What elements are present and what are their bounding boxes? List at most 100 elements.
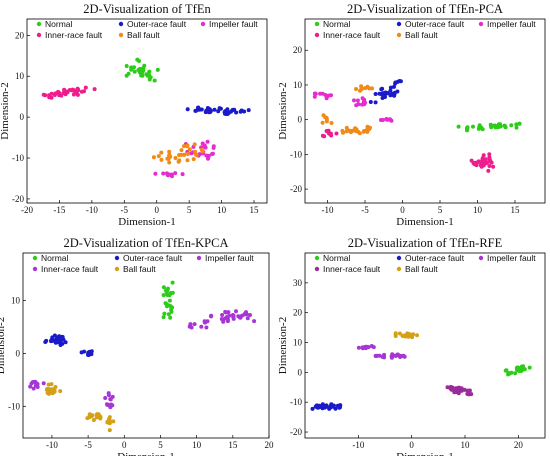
data-point bbox=[220, 313, 225, 317]
data-point bbox=[49, 95, 54, 100]
x-tick-label: 5 bbox=[438, 205, 443, 215]
data-point bbox=[49, 382, 54, 387]
data-point bbox=[188, 322, 193, 327]
data-point bbox=[347, 128, 352, 133]
data-point bbox=[456, 124, 461, 129]
data-point bbox=[165, 303, 169, 307]
legend-marker bbox=[396, 266, 402, 272]
legend-label: Impeller fault bbox=[487, 19, 536, 29]
data-point bbox=[86, 350, 91, 355]
data-point bbox=[199, 324, 204, 329]
plot-frame bbox=[22, 252, 270, 439]
data-point bbox=[245, 316, 250, 321]
legend-marker bbox=[114, 255, 120, 261]
x-tick-label: -10 bbox=[86, 205, 98, 215]
data-point bbox=[44, 338, 49, 343]
data-point bbox=[224, 315, 229, 320]
data-point bbox=[388, 117, 392, 122]
data-point bbox=[52, 388, 57, 393]
data-point bbox=[354, 127, 359, 132]
data-point bbox=[166, 172, 171, 177]
data-point bbox=[234, 309, 238, 314]
data-point bbox=[58, 389, 63, 394]
data-point bbox=[357, 131, 362, 136]
data-point bbox=[124, 73, 129, 78]
data-point bbox=[159, 150, 164, 155]
data-point bbox=[388, 85, 393, 90]
x-tick-label: 5 bbox=[187, 205, 192, 215]
data-point bbox=[31, 386, 36, 391]
data-point bbox=[477, 126, 482, 131]
legend-label: Ball fault bbox=[127, 30, 160, 40]
data-point bbox=[212, 107, 217, 112]
data-point bbox=[385, 91, 390, 95]
y-axis-label: Dimension-2 bbox=[277, 317, 289, 374]
x-tick-label: 5 bbox=[158, 440, 163, 450]
chart-title: 2D-Visualization of TfEn bbox=[83, 2, 211, 16]
data-point bbox=[393, 331, 398, 336]
data-point bbox=[464, 126, 469, 131]
x-axis-label: Dimension-1 bbox=[118, 216, 175, 228]
data-point bbox=[49, 91, 54, 96]
data-point bbox=[445, 385, 450, 390]
data-point bbox=[223, 310, 228, 315]
chart-title: 2D-Visualization of TfEn-RFE bbox=[348, 236, 503, 250]
data-point bbox=[75, 92, 80, 97]
data-point bbox=[193, 149, 198, 154]
data-point bbox=[205, 106, 210, 110]
data-point bbox=[415, 333, 419, 338]
chart-title: 2D-Visualization of TfEn-KPCA bbox=[64, 236, 229, 250]
data-point bbox=[107, 418, 112, 423]
legend-label: Outer-race fault bbox=[123, 253, 183, 263]
data-point bbox=[30, 380, 35, 384]
chart-title: 2D-Visualization of TfEn-PCA bbox=[347, 2, 503, 16]
y-tick-label: -20 bbox=[12, 194, 24, 204]
data-point bbox=[400, 334, 405, 338]
data-point bbox=[503, 368, 508, 373]
x-tick-label: 10 bbox=[473, 205, 483, 215]
legend-label: Normal bbox=[41, 253, 69, 263]
data-point bbox=[161, 285, 166, 290]
data-point bbox=[203, 320, 208, 325]
data-point bbox=[199, 147, 204, 152]
data-point bbox=[410, 335, 415, 340]
data-point bbox=[166, 312, 171, 317]
data-point bbox=[199, 107, 204, 112]
legend-marker bbox=[200, 21, 206, 27]
data-point bbox=[242, 109, 247, 114]
data-point bbox=[204, 153, 209, 158]
data-point bbox=[401, 354, 406, 359]
data-point bbox=[224, 112, 229, 116]
data-point bbox=[515, 367, 519, 372]
y-tick-label: 30 bbox=[293, 278, 303, 288]
data-point bbox=[159, 157, 164, 162]
data-point bbox=[370, 86, 374, 91]
data-point bbox=[320, 91, 325, 96]
data-point bbox=[132, 65, 136, 70]
data-point bbox=[202, 144, 207, 149]
x-tick-label: -10 bbox=[46, 440, 58, 450]
data-point bbox=[170, 174, 174, 179]
data-point bbox=[151, 155, 156, 160]
data-point bbox=[380, 118, 385, 122]
data-point bbox=[355, 98, 360, 103]
y-tick-label: -10 bbox=[290, 397, 302, 407]
data-point bbox=[229, 109, 233, 114]
data-point bbox=[395, 89, 400, 94]
legend-label: Ball fault bbox=[405, 30, 438, 40]
data-point bbox=[106, 403, 111, 407]
x-tick-label: 0 bbox=[122, 440, 127, 450]
chart-panel-1: 2D-Visualization of TfEn -20 -15 -10 -5 0 5 10 1… bbox=[0, 2, 268, 228]
y-tick-label: -10 bbox=[8, 401, 20, 411]
y-tick-label: -20 bbox=[290, 427, 302, 437]
data-point bbox=[406, 334, 411, 339]
data-point bbox=[488, 122, 493, 127]
data-point bbox=[155, 67, 160, 72]
x-tick-label: 20 bbox=[265, 440, 275, 450]
data-point bbox=[85, 416, 90, 421]
data-point bbox=[94, 415, 99, 420]
data-point bbox=[225, 107, 230, 112]
data-point bbox=[326, 130, 331, 135]
legend-marker bbox=[314, 32, 320, 38]
legend-label: Inner-race fault bbox=[45, 30, 103, 40]
